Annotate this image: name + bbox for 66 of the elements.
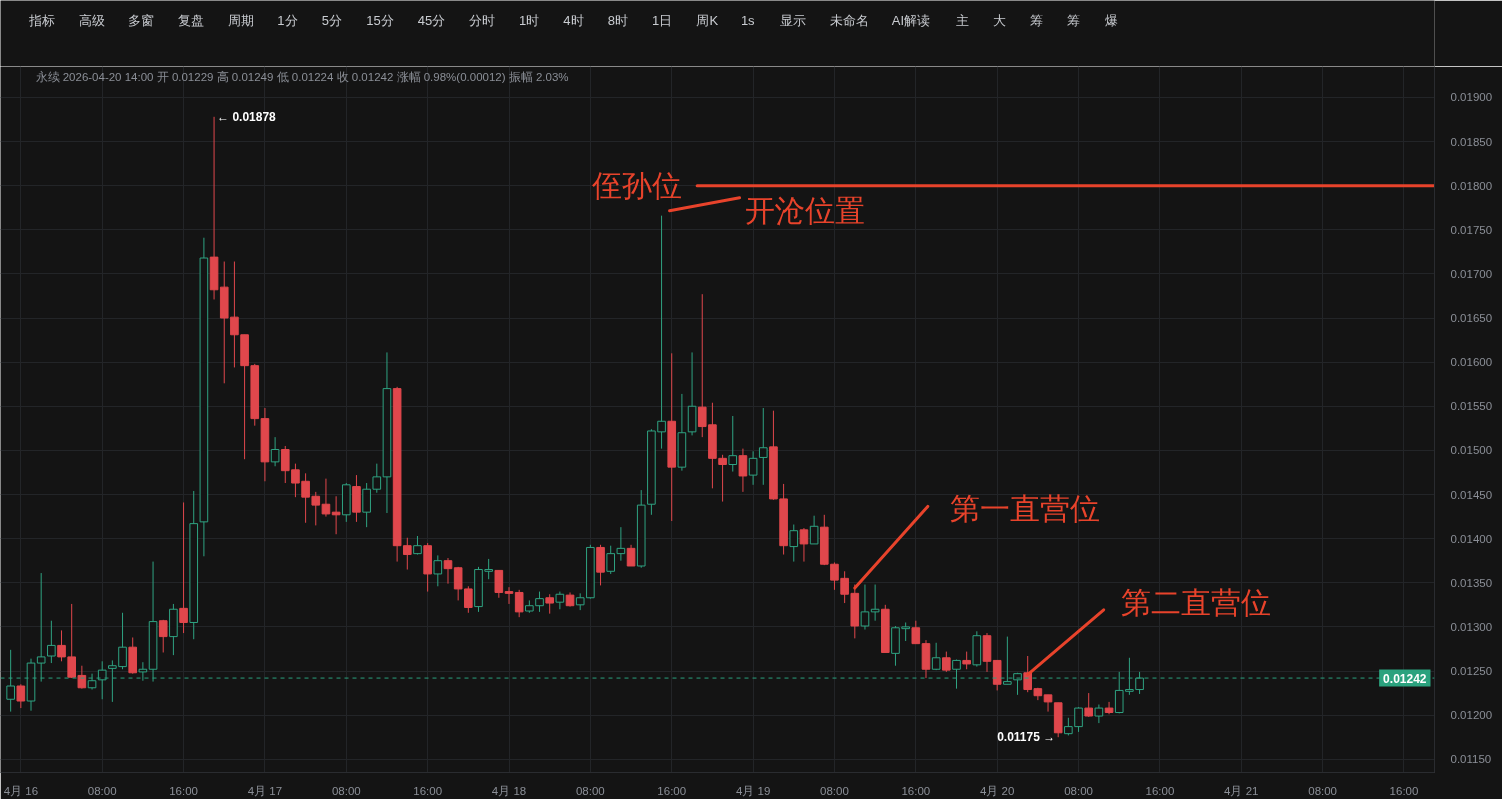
x-tick-label: 16:00 xyxy=(169,784,198,797)
x-tick-label: 08:00 xyxy=(331,784,361,797)
y-tick-label: 0.01550 xyxy=(1450,400,1493,413)
y-tick-label: 0.01900 xyxy=(1450,91,1493,104)
y-tick-label: 0.01600 xyxy=(1450,356,1493,369)
y-tick-label: 0.01750 xyxy=(1450,223,1493,236)
text: 5分 xyxy=(321,13,342,28)
text: 15分 xyxy=(366,13,394,28)
x-tick-label: 16:00 xyxy=(657,784,687,797)
x-tick-label: 16:00 xyxy=(413,784,443,797)
y-tick-label: 0.01150 xyxy=(1450,753,1492,766)
y-tick-label: 0.01350 xyxy=(1450,576,1493,589)
series-label: 侄孙位 xyxy=(592,169,683,203)
y-tick-label: 0.01800 xyxy=(1450,179,1493,192)
ref-line-label: 0.01242 xyxy=(1383,671,1427,686)
text: 筹 xyxy=(1067,13,1081,28)
y-tick-label: 0.01300 xyxy=(1450,620,1493,633)
text: 1日 xyxy=(652,13,673,28)
text: 筹 xyxy=(1030,13,1044,28)
y-tick-label: 0.01200 xyxy=(1450,709,1493,722)
x-tick-label: 08:00 xyxy=(575,784,605,797)
text: 周K xyxy=(696,13,719,28)
x-tick-label: 16:00 xyxy=(1145,784,1175,797)
y-tick-label: 0.01250 xyxy=(1450,665,1493,678)
y-tick-label: 0.01700 xyxy=(1450,267,1493,280)
chart-title: 永续 2026-04-20 14:00 开 0.01229 高 0.01249 低 0.01224 收 0.01242 涨幅 0.98%(0.00012) 振幅 2.03% xyxy=(35,70,569,84)
y-tick-label: 0.01500 xyxy=(1450,444,1493,457)
text: 周期 xyxy=(227,13,254,28)
text: 8时 xyxy=(607,13,628,28)
y-tick-label: 0.01450 xyxy=(1450,488,1493,501)
text: 爆 xyxy=(1104,13,1118,28)
annotation: 0.01175 → xyxy=(997,730,1056,745)
text: 1分 xyxy=(277,13,298,28)
annotation: 第一直营位 xyxy=(949,491,1100,525)
text: 复盘 xyxy=(178,13,205,28)
text: 分时 xyxy=(469,13,496,28)
text: 指标 xyxy=(28,13,56,28)
y-tick-label: 0.01850 xyxy=(1450,135,1493,148)
text: 主 xyxy=(955,13,969,28)
annotation: 第二直营位 xyxy=(1120,586,1271,620)
text: 1时 xyxy=(518,13,540,28)
text: 1s xyxy=(740,13,756,28)
y-tick-label: 0.01650 xyxy=(1450,312,1493,325)
text: 45分 xyxy=(417,13,446,28)
text: 多窗 xyxy=(128,13,155,28)
x-tick-label: 08:00 xyxy=(820,784,849,797)
y-tick-label: 0.01400 xyxy=(1450,532,1493,545)
x-tick-label: 08:00 xyxy=(1064,784,1093,797)
x-tick-label: 08:00 xyxy=(1308,784,1338,797)
text: AI解读 xyxy=(891,13,931,28)
x-tick-label: 4月 19 xyxy=(735,784,771,797)
x-tick-label: 16:00 xyxy=(1389,784,1419,797)
text: 显示 xyxy=(780,13,807,28)
text: 未命名 xyxy=(829,13,869,28)
x-tick-label: 4月 21 xyxy=(1224,784,1259,797)
annotation: ← 0.01878 xyxy=(217,109,277,124)
x-tick-label: 08:00 xyxy=(87,784,117,797)
x-tick-label: 4月 20 xyxy=(979,784,1015,797)
text: 4时 xyxy=(563,13,584,28)
text: 高级 xyxy=(78,13,105,28)
x-tick-label: 16:00 xyxy=(901,784,931,797)
text: 大 xyxy=(992,13,1006,28)
x-tick-label: 4月 17 xyxy=(247,784,283,797)
x-tick-label: 4月 16 xyxy=(3,784,39,797)
x-tick-label: 4月 18 xyxy=(491,784,527,797)
annotation: 开沧位置 xyxy=(744,194,865,228)
